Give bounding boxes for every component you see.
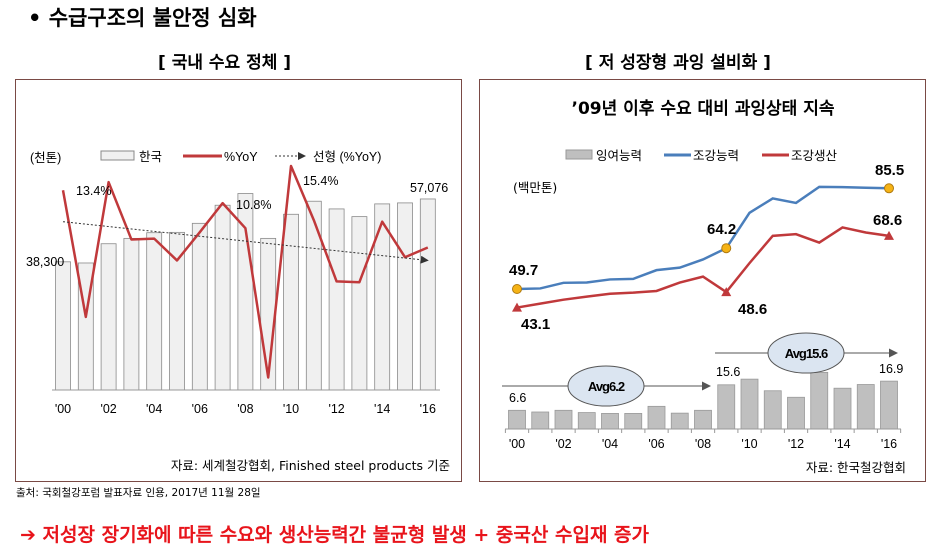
- bar-surplus-12: [787, 396, 805, 430]
- x-tick-label: '10: [283, 402, 299, 416]
- annotation-6-6: 6.6: [509, 391, 526, 405]
- annotation-68-6: 68.6: [873, 212, 902, 229]
- bar-surplus-02: [554, 409, 573, 430]
- bar-korea-00: [55, 261, 71, 391]
- x-tick-label: '02: [100, 402, 116, 416]
- bar-korea-13: [351, 216, 368, 391]
- annotation-15-6: 15.6: [716, 365, 740, 379]
- annotation-48-6: 48.6: [738, 301, 767, 318]
- bar-korea-03: [123, 237, 140, 391]
- avg-6-2-ellipse: [567, 365, 645, 407]
- x-tick-label: '14: [374, 402, 390, 416]
- x-tick-label: '10: [741, 437, 757, 451]
- x-tick-label: '08: [695, 437, 711, 451]
- capacity-line: [516, 185, 890, 291]
- right-subtitle: [ 저 성장형 과잉 설비화 ]: [585, 53, 771, 73]
- left-source: 자료: 세계철강협회, Finished steel products 기준: [171, 458, 450, 473]
- bar-surplus-16: [880, 380, 898, 430]
- annotation-43-1: 43.1: [521, 316, 550, 333]
- bar-korea-04: [146, 232, 163, 391]
- x-tick-label: '00: [55, 402, 71, 416]
- bar-korea-02: [100, 243, 117, 391]
- x-tick-label: '08: [237, 402, 253, 416]
- right-unit-label: (백만톤): [513, 180, 557, 195]
- bar-surplus-08: [694, 409, 712, 430]
- x-tick-label: '16: [420, 402, 436, 416]
- bar-surplus-11: [763, 390, 782, 430]
- annotation-57076: 57,076: [410, 181, 448, 195]
- right-source: 자료: 한국철강협회: [806, 460, 906, 475]
- x-tick-label: '00: [509, 437, 525, 451]
- x-tick-label: '12: [328, 402, 344, 416]
- x-tick-label: '16: [881, 437, 897, 451]
- page-title: • 수급구조의 불안정 심화: [28, 6, 257, 30]
- production-line: [516, 226, 890, 309]
- bar-surplus-03: [577, 412, 596, 430]
- conclusion-text: ➔ 저성장 장기화에 따른 수요와 생산능력간 불균형 발생 + 중국산 수입재…: [20, 524, 650, 546]
- annotation-16-9: 16.9: [879, 362, 903, 376]
- legend-surplus-swatch: [565, 149, 593, 160]
- trend-line: [62, 221, 429, 264]
- production-marker-00: [512, 302, 522, 312]
- capacity-marker-00: [512, 284, 522, 294]
- annotation-38300: 38,300: [26, 255, 64, 269]
- capacity-marker-09: [721, 243, 732, 254]
- footnote: 출처: 국회철강포럼 발표자료 인용, 2017년 11월 28일: [16, 487, 261, 499]
- x-tick-label: '04: [602, 437, 618, 451]
- x-tick-label: '14: [834, 437, 850, 451]
- bar-surplus-15: [856, 384, 875, 430]
- annotation-15-4: 15.4%: [303, 174, 338, 188]
- domestic-demand-chart-panel: [15, 79, 462, 482]
- bar-surplus-00: [508, 409, 526, 430]
- legend-korea-swatch: [100, 150, 135, 161]
- bar-korea-15: [397, 202, 413, 391]
- left-subtitle: [ 국내 수요 정체 ]: [158, 53, 292, 73]
- avg-15-6-label: Avg15.6: [785, 346, 828, 361]
- legend-capacity-label: 조강능력: [693, 148, 739, 163]
- legend-trend-label: 선형 (%YoY): [313, 150, 381, 164]
- bar-surplus-13: [810, 371, 829, 430]
- bar-korea-16: [419, 198, 436, 391]
- production-marker-09: [721, 287, 732, 297]
- annotation-64-2: 64.2: [707, 221, 736, 238]
- annotation-10-8: 10.8%: [236, 198, 271, 212]
- x-tick-label: '12: [788, 437, 804, 451]
- x-tick-label: '06: [192, 402, 208, 416]
- bar-surplus-05: [624, 413, 643, 430]
- yoy-line: [61, 164, 429, 379]
- annotation-85-5: 85.5: [875, 162, 904, 179]
- annotation-13-4: 13.4%: [76, 184, 111, 198]
- bar-surplus-04: [601, 413, 619, 430]
- bar-korea-07: [214, 204, 231, 391]
- avg-6-2-label: Avg6.2: [588, 379, 625, 394]
- x-tick-label: '06: [648, 437, 664, 451]
- bar-surplus-01: [531, 411, 550, 430]
- legend-yoy-label: %YoY: [224, 150, 258, 164]
- legend-surplus-label: 잉여능력: [596, 148, 642, 163]
- legend-production-label: 조강생산: [791, 148, 838, 163]
- bar-surplus-06: [647, 405, 666, 430]
- right-chart-title: ’09년 이후 수요 대비 과잉상태 지속: [571, 98, 834, 119]
- production-marker-16: [884, 230, 894, 240]
- capacity-marker-16: [884, 183, 894, 194]
- bar-surplus-07: [670, 412, 689, 430]
- x-tick-label: '04: [146, 402, 162, 416]
- bar-surplus-10: [740, 378, 759, 430]
- avg-15-6-ellipse: [767, 332, 845, 374]
- bar-korea-06: [191, 222, 208, 391]
- overcapacity-chart-panel: [479, 79, 926, 482]
- x-tick-label: '02: [555, 437, 571, 451]
- bar-korea-12: [328, 208, 345, 391]
- bar-surplus-14: [833, 387, 852, 430]
- legend-korea-label: 한국: [139, 150, 162, 164]
- left-unit-label: (천톤): [30, 150, 61, 165]
- bar-korea-11: [305, 200, 322, 391]
- bar-surplus-09: [717, 384, 736, 430]
- annotation-49-7: 49.7: [509, 262, 538, 279]
- bar-korea-10: [283, 213, 299, 391]
